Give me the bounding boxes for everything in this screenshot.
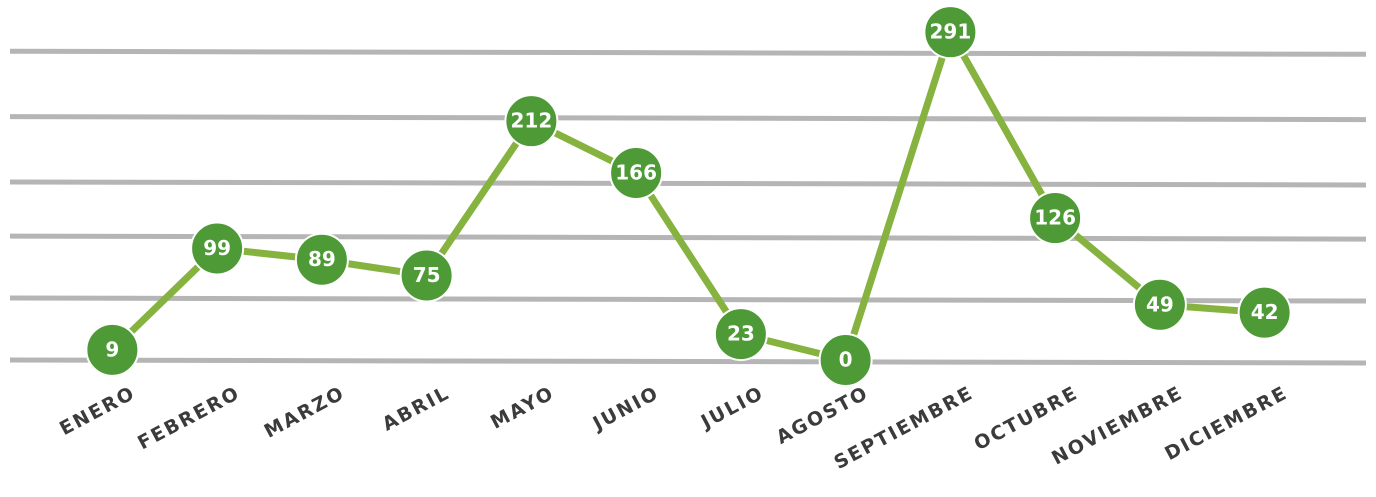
series-line	[109, 28, 1265, 364]
x-tick-label: JULIO	[696, 382, 768, 434]
grid-line	[9, 357, 1367, 366]
data-label: 9	[105, 337, 119, 361]
point-marker	[85, 322, 140, 377]
point-marker	[609, 145, 664, 200]
point-marker	[190, 221, 245, 276]
data-label: 89	[308, 247, 336, 271]
data-label: 0	[839, 348, 853, 372]
data-label: 42	[1251, 300, 1279, 324]
point-marker	[1237, 285, 1292, 340]
data-label: 99	[203, 236, 231, 260]
point-marker	[504, 94, 559, 149]
point-marker	[1132, 277, 1187, 332]
data-label: 23	[727, 322, 755, 346]
point-marker	[923, 5, 978, 60]
data-label: 291	[930, 20, 972, 44]
data-label: 75	[413, 263, 441, 287]
x-tick-label: ABRIL	[379, 382, 454, 436]
grid-line	[9, 114, 1367, 123]
data-label: 212	[511, 109, 553, 133]
point-marker	[399, 248, 454, 303]
grid-line	[9, 179, 1367, 188]
x-tick-label: JUNIO	[588, 382, 663, 436]
grid-line	[9, 48, 1367, 57]
point-marker	[1028, 191, 1083, 246]
point-marker	[294, 232, 349, 287]
x-tick-label: MARZO	[261, 382, 349, 443]
data-label: 166	[615, 160, 657, 184]
x-tick-label: FEBRERO	[134, 382, 244, 454]
x-tick-label: MAYO	[487, 382, 558, 434]
data-label: 49	[1146, 292, 1174, 316]
point-marker	[818, 333, 873, 387]
data-label: 126	[1034, 206, 1076, 230]
point-marker	[713, 307, 768, 362]
x-tick-label: AGOSTO	[773, 382, 873, 449]
x-tick-label: ENERO	[56, 382, 139, 440]
